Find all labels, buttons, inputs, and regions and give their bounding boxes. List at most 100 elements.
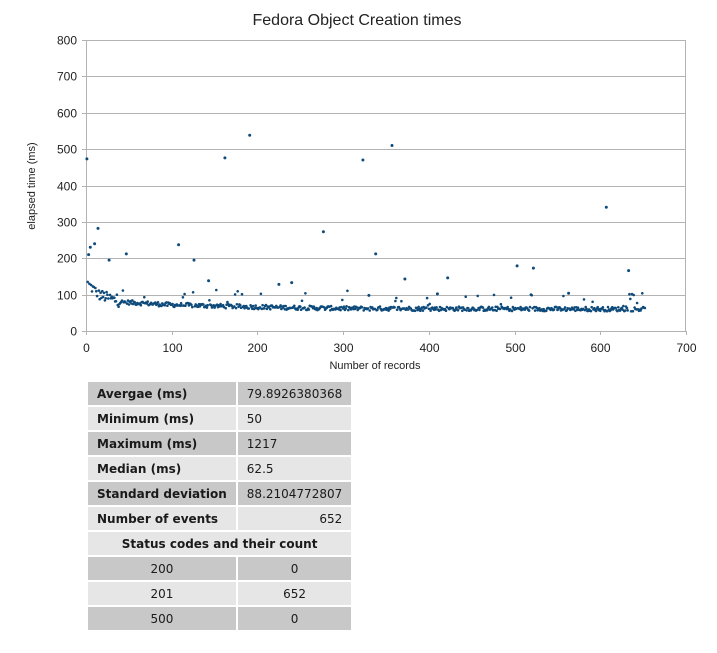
data-point-outlier [390, 144, 394, 147]
data-point [614, 306, 617, 310]
data-point [451, 306, 455, 310]
data-point [585, 307, 588, 311]
chart-title: Fedora Object Creation times [253, 12, 462, 29]
stats-label: Avergae (ms) [88, 382, 238, 407]
data-point [617, 306, 620, 309]
data-point [461, 309, 464, 313]
data-point [190, 303, 193, 307]
x-tick-label: 600 [590, 341, 610, 355]
data-point [102, 291, 106, 295]
data-point [495, 309, 498, 313]
x-tick-label: 500 [505, 341, 525, 355]
data-point [601, 306, 605, 309]
data-point [224, 306, 227, 310]
data-point [265, 307, 269, 311]
stats-value: 652 [237, 507, 354, 532]
x-tick-label: 0 [83, 341, 90, 355]
data-point [251, 304, 255, 308]
data-point [258, 306, 262, 309]
data-point [506, 305, 510, 309]
data-point [171, 302, 174, 306]
status-row-500: 500 0 [88, 607, 354, 632]
data-point [181, 296, 185, 299]
data-point [625, 306, 629, 310]
data-point [538, 306, 541, 310]
y-axis-label: elapsed time (ms) [26, 142, 38, 229]
data-point [131, 302, 135, 306]
data-point [464, 295, 468, 299]
data-point-outlier [321, 230, 325, 234]
x-tick-label: 200 [247, 341, 267, 355]
data-point [105, 290, 108, 294]
data-point [485, 309, 489, 312]
data-point [530, 293, 533, 297]
status-count: 652 [237, 582, 354, 607]
stats-value: 50 [237, 407, 354, 432]
data-point [632, 293, 635, 297]
y-tick-label: 700 [57, 70, 77, 84]
y-tick-label: 0 [70, 325, 77, 339]
y-tick-label: 100 [57, 289, 77, 303]
data-point [104, 297, 107, 300]
stats-value: 1217 [237, 432, 354, 457]
data-point [206, 303, 209, 307]
data-point [427, 307, 431, 311]
data-point [347, 308, 350, 312]
data-point [590, 305, 593, 309]
data-point [329, 304, 333, 308]
data-point [640, 307, 643, 310]
data-point [563, 306, 567, 309]
stats-label: Standard deviation [88, 482, 238, 507]
data-point [120, 299, 124, 302]
status-codes-header: Status codes and their count [88, 532, 354, 557]
data-point-outlier [223, 156, 227, 160]
data-point [263, 307, 266, 310]
data-point [395, 308, 399, 312]
data-point [307, 308, 311, 311]
tick-labels: 0 100 200 300 400 500 600 700 800 0 100 200 300 400 50… [57, 34, 697, 356]
data-point [481, 306, 485, 309]
data-point-outlier [277, 282, 281, 286]
data-point-outlier [604, 205, 608, 209]
data-point [434, 308, 438, 311]
data-point-outlier [177, 243, 181, 247]
data-point [198, 305, 202, 308]
stats-row-average: Avergae (ms) 79.8926380368 [88, 382, 354, 407]
data-point [341, 298, 344, 302]
data-point [113, 296, 116, 300]
data-point [353, 307, 357, 311]
data-point [455, 306, 458, 309]
x-tick-label: 400 [419, 341, 439, 355]
data-point [641, 292, 644, 295]
data-point [576, 306, 580, 310]
data-point [528, 305, 532, 309]
data-point [519, 305, 522, 309]
data-point [233, 293, 237, 296]
data-point [191, 305, 194, 309]
data-point [312, 305, 316, 309]
data-point [487, 305, 491, 309]
data-point [631, 309, 635, 313]
data-point [240, 292, 244, 296]
data-point-outlier [531, 266, 535, 270]
data-point [259, 292, 263, 296]
status-codes-header-row: Status codes and their count [88, 532, 354, 557]
data-point-outlier [446, 276, 450, 280]
data-point [342, 305, 346, 309]
data-point [400, 299, 403, 303]
data-point [299, 305, 302, 309]
data-point-outlier [96, 226, 100, 230]
data-point [527, 309, 531, 312]
data-point [467, 307, 470, 310]
data-point [623, 309, 627, 312]
data-point [303, 306, 306, 309]
gridlines [86, 40, 686, 332]
data-point [376, 308, 379, 312]
data-point [226, 300, 229, 304]
y-tick-label: 600 [57, 107, 77, 121]
data-point [107, 297, 110, 300]
stats-label: Number of events [88, 507, 238, 532]
data-point [95, 294, 99, 298]
data-point [261, 303, 264, 307]
data-point-outlier [435, 292, 439, 296]
